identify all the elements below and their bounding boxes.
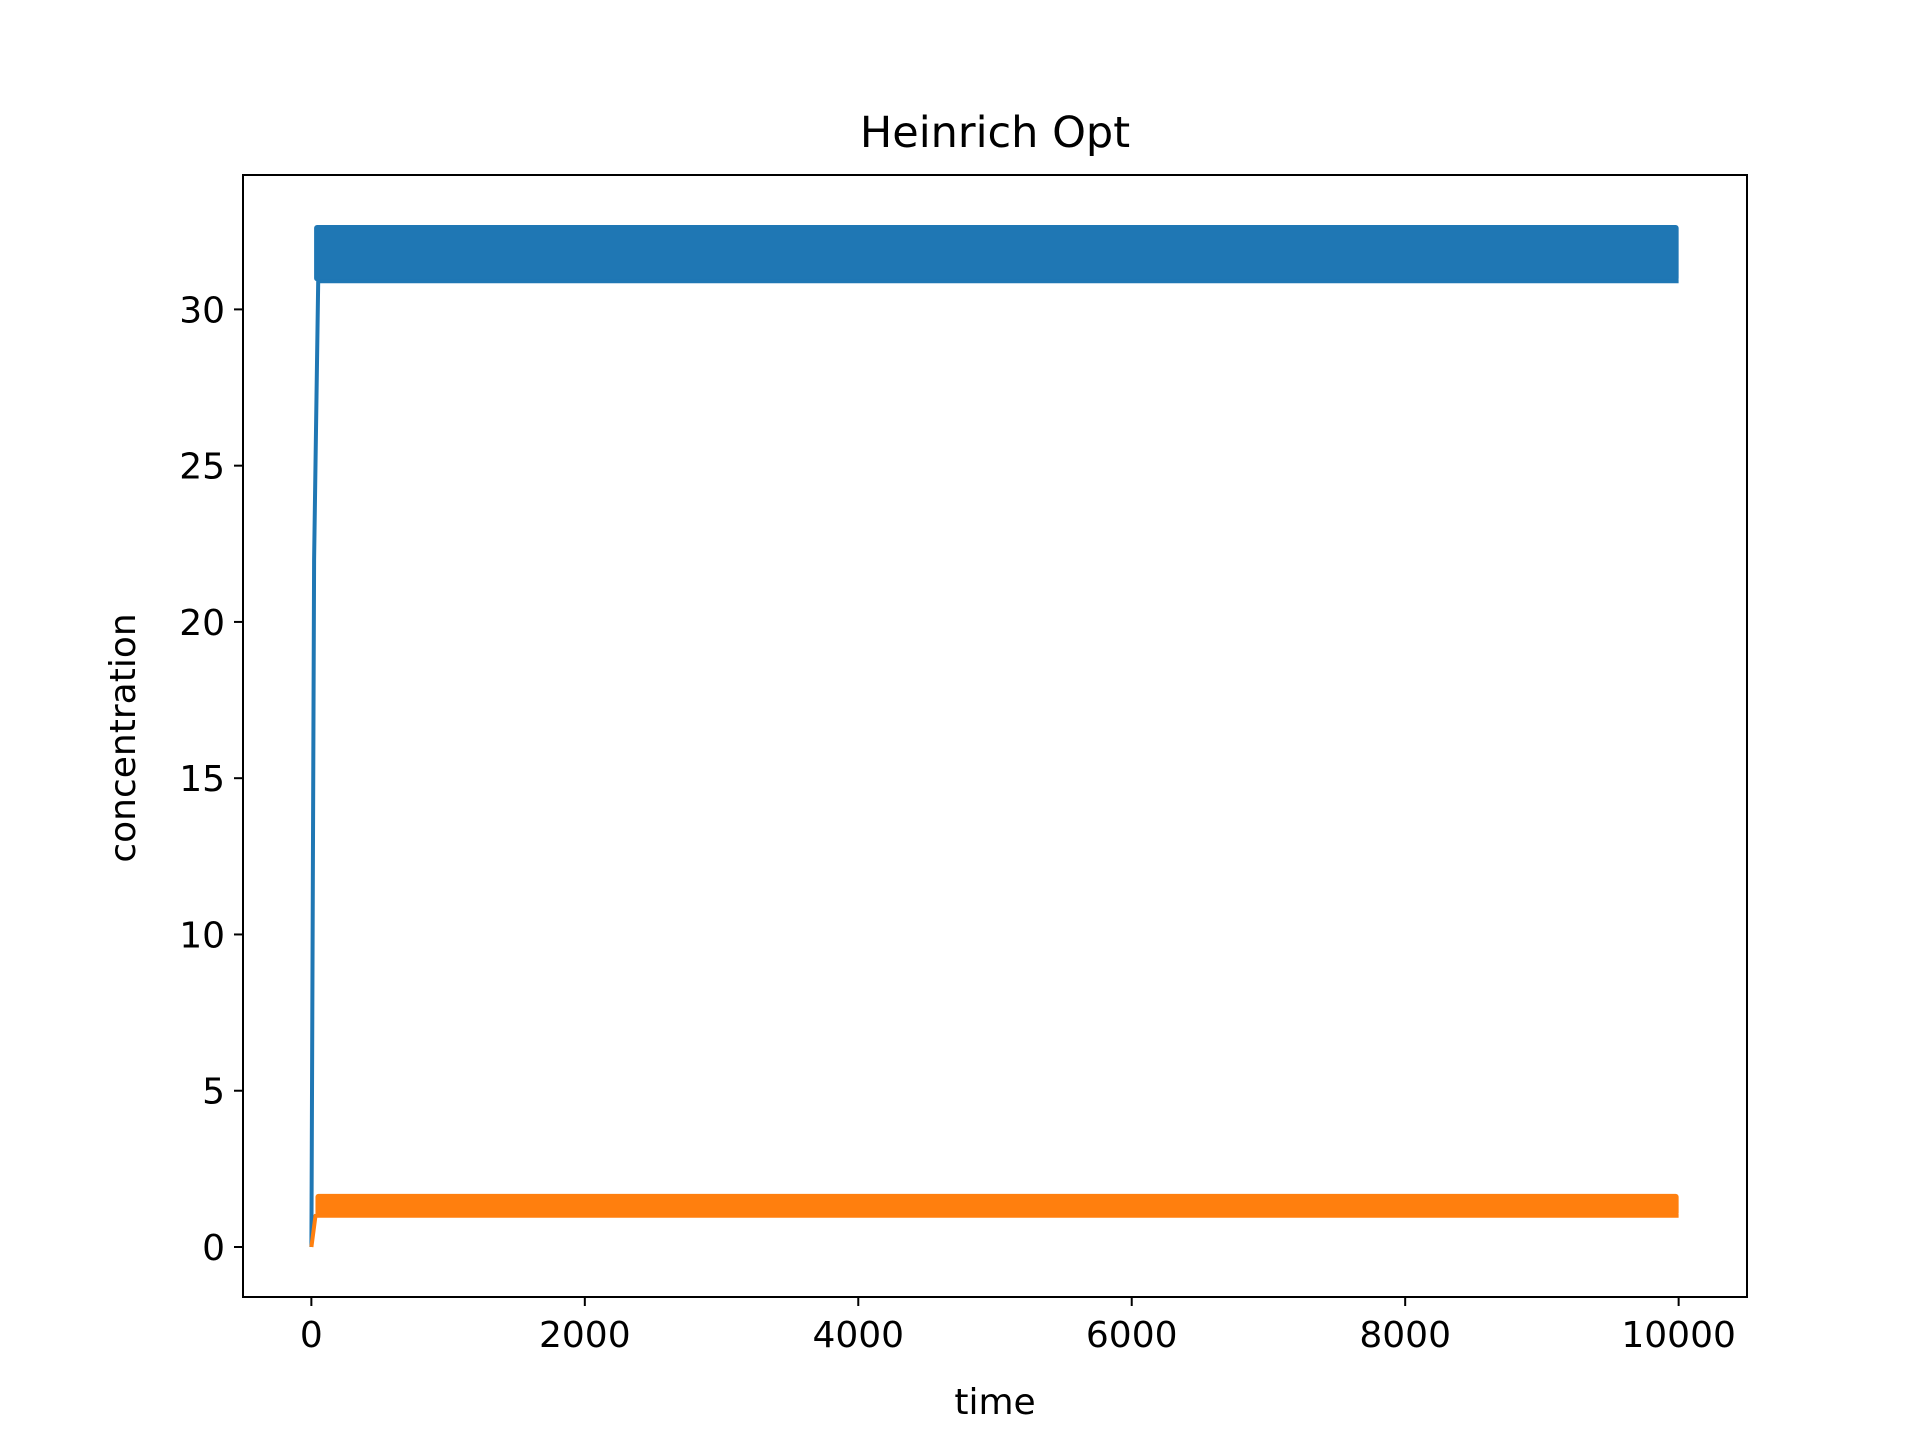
series-1-line bbox=[309, 279, 1679, 1248]
x-tick-label: 4000 bbox=[812, 1315, 904, 1356]
chart-title: Heinrich Opt bbox=[860, 108, 1130, 158]
y-tick-label: 5 bbox=[202, 1072, 225, 1113]
y-axis-title: concentration bbox=[103, 613, 144, 862]
x-tick-label: 6000 bbox=[1086, 1315, 1178, 1356]
series-1-oscillation-band bbox=[314, 225, 1679, 282]
x-tick-label: 10000 bbox=[1621, 1315, 1736, 1356]
y-tick-label: 15 bbox=[179, 759, 225, 800]
plot-frame bbox=[242, 174, 1748, 1298]
x-tick-label: 2000 bbox=[539, 1315, 631, 1356]
series-2-oscillation-band bbox=[315, 1193, 1679, 1216]
x-tick-label: 8000 bbox=[1359, 1315, 1451, 1356]
y-tick-label: 30 bbox=[179, 290, 225, 331]
series-2-line bbox=[309, 1213, 1679, 1248]
y-tick-label: 0 bbox=[202, 1228, 225, 1269]
y-tick-label: 25 bbox=[179, 447, 225, 488]
y-tick-label: 20 bbox=[179, 603, 225, 644]
y-axis: 0 5 10 15 20 25 30 bbox=[179, 290, 243, 1269]
x-tick-label: 0 bbox=[300, 1315, 323, 1356]
y-tick-label: 10 bbox=[179, 915, 225, 956]
series-layer bbox=[309, 225, 1679, 1248]
x-axis-title: time bbox=[954, 1382, 1035, 1423]
x-axis: 0 2000 4000 6000 8000 10000 bbox=[300, 1297, 1736, 1356]
